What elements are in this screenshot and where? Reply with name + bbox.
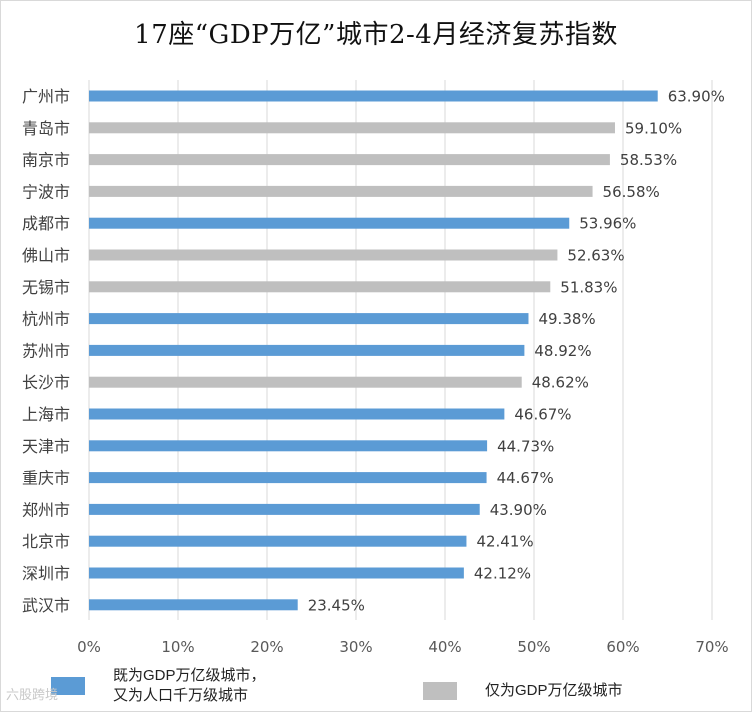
x-tick-label: 20% (250, 638, 283, 656)
legend-line: 仅为GDP万亿级城市 (485, 682, 623, 699)
x-tick-label: 40% (428, 638, 461, 656)
category-label: 苏州市 (22, 341, 70, 360)
legend-item-both: 既为GDP万亿级城市， 又为人口千万级城市 (51, 666, 266, 706)
bar (89, 567, 464, 579)
bar-value-label: 63.90% (668, 88, 725, 106)
category-label: 无锡市 (22, 278, 70, 297)
x-tick-label: 60% (606, 638, 639, 656)
category-label: 青岛市 (22, 119, 70, 138)
bar-value-label: 44.67% (497, 469, 554, 487)
bar (89, 249, 558, 261)
bar (89, 472, 487, 484)
category-label: 广州市 (22, 87, 70, 106)
category-labels: 广州市青岛市南京市宁波市成都市佛山市无锡市杭州市苏州市长沙市上海市天津市重庆市郑… (22, 87, 70, 615)
bar-value-label: 42.41% (476, 533, 533, 551)
legend-swatch-both (51, 677, 85, 695)
bar-value-label: 42.12% (474, 565, 531, 583)
category-label: 宁波市 (22, 182, 70, 201)
bar-value-label: 43.90% (490, 501, 547, 519)
bar (89, 313, 529, 325)
category-label: 南京市 (22, 151, 70, 170)
category-label: 天津市 (22, 437, 70, 456)
x-tick-label: 30% (339, 638, 372, 656)
x-tick-label: 0% (77, 638, 101, 656)
watermark-logo: 六股跨境 (6, 687, 59, 702)
x-tick-label: 50% (517, 638, 550, 656)
bar-value-label: 46.67% (514, 406, 571, 424)
category-label: 上海市 (22, 405, 70, 424)
bar (89, 185, 593, 197)
category-label: 重庆市 (22, 469, 70, 488)
bar-value-label: 23.45% (308, 596, 365, 614)
chart-title: 17座“GDP万亿”城市2-4月经济复苏指数 (134, 20, 618, 50)
legend-label-gdp: 仅为GDP万亿级城市 (485, 681, 623, 701)
bar (89, 408, 505, 420)
value-labels: 63.90% 59.10% 58.53% 56.58% 53.96% 52.63% 51.8… (308, 88, 725, 615)
bar (89, 376, 522, 388)
legend-line: 既为GDP万亿级城市， (113, 667, 266, 684)
bar (89, 344, 525, 356)
bar-value-label: 52.63% (567, 247, 624, 265)
category-label: 长沙市 (22, 373, 70, 392)
bar (89, 90, 658, 102)
bar (89, 154, 610, 166)
x-tick-label: 10% (161, 638, 194, 656)
x-tick-label: 70% (695, 638, 728, 656)
category-label: 杭州市 (22, 310, 70, 329)
legend-line: 又为人口千万级城市 (113, 687, 249, 704)
category-label: 佛山市 (22, 246, 70, 265)
bar-value-label: 48.62% (532, 374, 589, 392)
x-tick-labels: 0% 10% 20% 30% 40% 50% 60% 70% (77, 638, 729, 656)
legend-swatch-gdp (423, 682, 457, 700)
bar-value-label: 48.92% (534, 342, 591, 360)
bar-value-label: 49.38% (538, 310, 595, 328)
category-label: 武汉市 (22, 596, 70, 615)
legend-item-gdp: 仅为GDP万亿级城市 (423, 681, 623, 701)
bar-value-label: 56.58% (603, 183, 660, 201)
bar (89, 217, 570, 229)
category-label: 郑州市 (22, 500, 70, 519)
bar-value-label: 51.83% (560, 278, 617, 296)
category-label: 深圳市 (22, 564, 70, 583)
bar-value-label: 53.96% (579, 215, 636, 233)
bar-value-label: 44.73% (497, 437, 554, 455)
legend-label-both: 既为GDP万亿级城市， 又为人口千万级城市 (113, 666, 266, 706)
bar (89, 122, 615, 134)
bar (89, 503, 480, 515)
bar-value-label: 58.53% (620, 151, 677, 169)
category-label: 北京市 (22, 532, 70, 551)
bar (89, 535, 467, 547)
bar (89, 599, 298, 611)
category-label: 成都市 (22, 214, 70, 233)
bar (89, 440, 488, 452)
bar-value-label: 59.10% (625, 119, 682, 137)
bars (89, 90, 658, 611)
bar (89, 281, 551, 293)
